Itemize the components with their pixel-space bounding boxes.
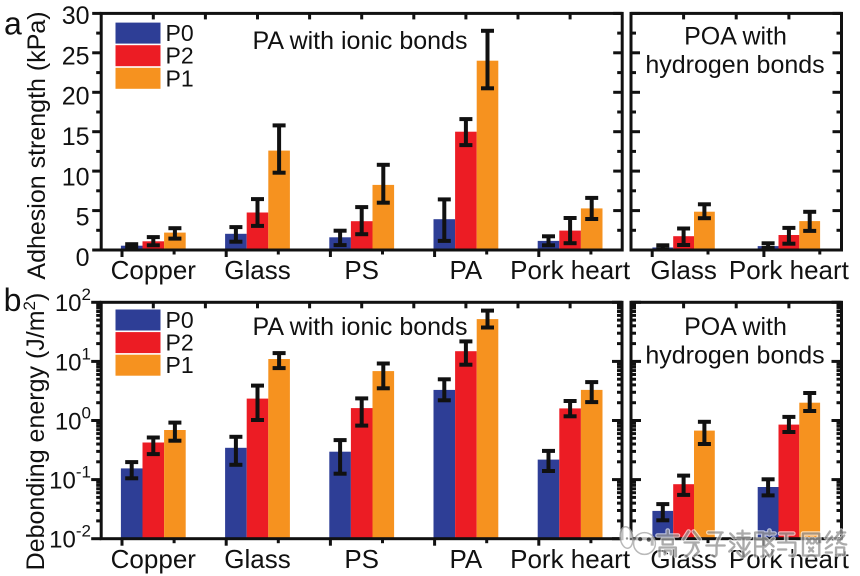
svg-text:25: 25 [62, 42, 90, 70]
svg-text:P1: P1 [166, 65, 194, 91]
svg-text:5: 5 [76, 204, 90, 232]
svg-text:P0: P0 [166, 307, 194, 333]
svg-text:Pork heart: Pork heart [510, 255, 631, 285]
svg-text:hydrogen bonds: hydrogen bonds [645, 342, 824, 370]
svg-text:a: a [4, 5, 22, 41]
svg-text:POA with: POA with [684, 313, 787, 341]
svg-text:PA with ionic bonds: PA with ionic bonds [253, 27, 468, 55]
svg-text:PS: PS [344, 544, 379, 574]
svg-text:POA with: POA with [684, 22, 787, 50]
svg-text:0: 0 [76, 244, 90, 272]
svg-text:10: 10 [62, 163, 90, 191]
svg-text:102: 102 [55, 285, 91, 317]
svg-text:P1: P1 [166, 352, 194, 378]
svg-text:PA with ionic bonds: PA with ionic bonds [253, 313, 468, 341]
svg-text:20: 20 [62, 83, 90, 111]
svg-text:b: b [4, 282, 22, 318]
svg-text:Copper: Copper [111, 255, 197, 285]
svg-text:Pork heart: Pork heart [510, 544, 631, 574]
svg-text:Glass: Glass [224, 255, 290, 285]
svg-text:Pork heart: Pork heart [729, 544, 850, 574]
svg-text:30: 30 [62, 2, 90, 30]
svg-text:Pork heart: Pork heart [729, 255, 850, 285]
svg-text:P0: P0 [166, 20, 194, 46]
svg-text:PA: PA [450, 255, 483, 285]
svg-text:PS: PS [344, 255, 379, 285]
svg-text:PA: PA [450, 544, 483, 574]
svg-text:P2: P2 [166, 330, 194, 356]
svg-text:Glass: Glass [224, 544, 290, 574]
svg-text:15: 15 [62, 123, 90, 151]
svg-text:hydrogen bonds: hydrogen bonds [645, 51, 824, 79]
svg-text:Adhesion strength (kPa): Adhesion strength (kPa) [23, 11, 51, 279]
svg-text:Copper: Copper [111, 544, 197, 574]
svg-text:P2: P2 [166, 43, 194, 69]
svg-text:Debonding energy (J/m2): Debonding energy (J/m2) [20, 293, 50, 571]
svg-text:Glass: Glass [650, 255, 716, 285]
